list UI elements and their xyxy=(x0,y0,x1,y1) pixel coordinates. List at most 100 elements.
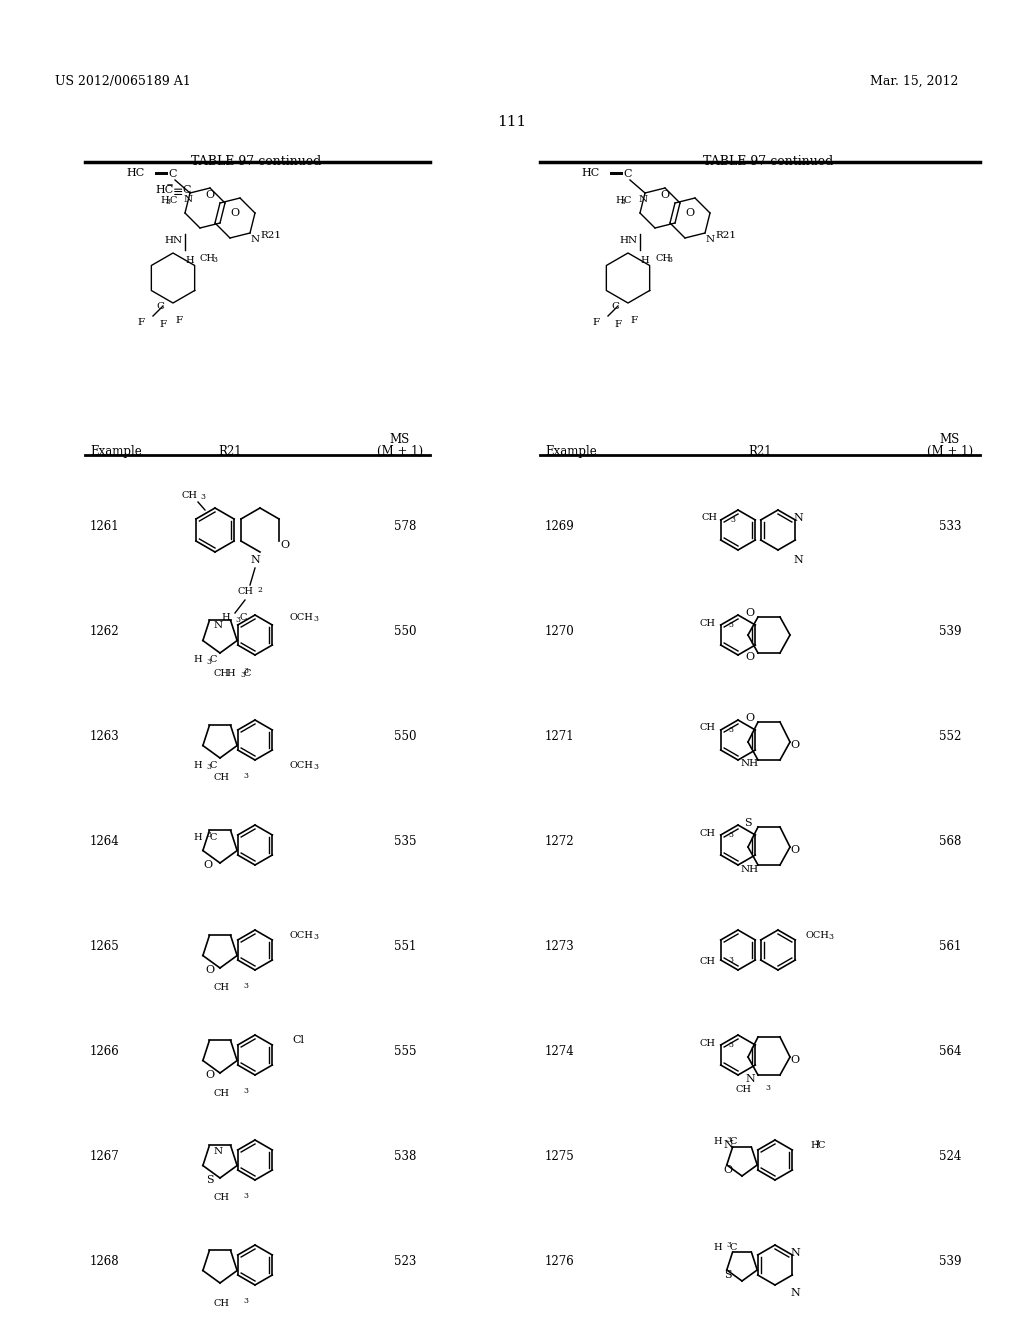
Text: O: O xyxy=(745,713,755,723)
Text: 3: 3 xyxy=(243,1192,248,1200)
Text: 3: 3 xyxy=(243,772,248,780)
Text: 533: 533 xyxy=(939,520,962,533)
Text: 111: 111 xyxy=(498,115,526,129)
Text: CH: CH xyxy=(655,253,671,263)
Text: H: H xyxy=(714,1138,722,1147)
Text: CH: CH xyxy=(182,491,198,499)
Text: 1269: 1269 xyxy=(545,520,574,533)
Text: CH: CH xyxy=(699,723,715,733)
Text: 1274: 1274 xyxy=(545,1045,574,1059)
Text: OCH: OCH xyxy=(805,931,828,940)
Text: 1265: 1265 xyxy=(90,940,120,953)
Text: $\!\equiv$: $\!\equiv$ xyxy=(172,185,183,198)
Text: 3: 3 xyxy=(243,1298,248,1305)
Text: H: H xyxy=(185,256,195,265)
Text: 550: 550 xyxy=(394,730,416,743)
Text: 3: 3 xyxy=(728,832,733,840)
Text: MS: MS xyxy=(940,433,961,446)
Text: TABLE 97-continued: TABLE 97-continued xyxy=(190,154,322,168)
Text: C: C xyxy=(169,195,176,205)
Text: OCH: OCH xyxy=(290,612,314,622)
Text: CH: CH xyxy=(214,1089,230,1097)
Text: O: O xyxy=(206,1071,215,1080)
Text: CH: CH xyxy=(214,1299,230,1308)
Text: H: H xyxy=(194,760,202,770)
Text: 3: 3 xyxy=(728,1041,733,1049)
Text: 3: 3 xyxy=(728,956,733,964)
Text: N: N xyxy=(638,195,647,205)
Text: 552: 552 xyxy=(939,730,962,743)
Text: 568: 568 xyxy=(939,836,962,847)
Text: TABLE 97-continued: TABLE 97-continued xyxy=(702,154,834,168)
Text: CH: CH xyxy=(736,1085,752,1094)
Text: H: H xyxy=(194,833,202,842)
Text: 1271: 1271 xyxy=(545,730,574,743)
Text: 1270: 1270 xyxy=(545,624,574,638)
Text: O: O xyxy=(204,861,213,870)
Text: OCH: OCH xyxy=(290,760,314,770)
Text: C: C xyxy=(240,614,248,623)
Text: NH: NH xyxy=(741,865,759,874)
Text: 1262: 1262 xyxy=(90,624,120,638)
Text: (M + 1): (M + 1) xyxy=(927,445,973,458)
Text: HC: HC xyxy=(127,168,145,178)
Text: 524: 524 xyxy=(939,1150,962,1163)
Text: O: O xyxy=(745,652,755,663)
Text: N: N xyxy=(794,554,803,565)
Text: 3: 3 xyxy=(726,1137,731,1144)
Text: N: N xyxy=(250,554,260,565)
Text: CH: CH xyxy=(701,513,717,523)
Text: 3: 3 xyxy=(728,726,733,734)
Text: CH: CH xyxy=(699,1039,715,1048)
Text: 1268: 1268 xyxy=(90,1255,120,1269)
Text: C: C xyxy=(210,833,217,842)
Text: C: C xyxy=(168,169,176,180)
Text: C: C xyxy=(210,656,217,664)
Text: 3: 3 xyxy=(206,657,211,667)
Text: 3: 3 xyxy=(667,256,672,264)
Text: 3: 3 xyxy=(313,763,318,771)
Text: HN: HN xyxy=(620,236,638,246)
Text: N: N xyxy=(723,1140,733,1150)
Text: O: O xyxy=(206,190,215,201)
Text: 3: 3 xyxy=(243,982,248,990)
Text: 551: 551 xyxy=(394,940,416,953)
Text: O: O xyxy=(281,540,290,550)
Text: N: N xyxy=(213,620,222,630)
Text: H: H xyxy=(160,195,169,205)
Text: 3: 3 xyxy=(728,620,733,630)
Text: O: O xyxy=(745,609,755,618)
Text: C: C xyxy=(624,195,632,205)
Text: 550: 550 xyxy=(394,624,416,638)
Text: O: O xyxy=(660,190,670,201)
Text: N: N xyxy=(251,235,260,244)
Text: 3: 3 xyxy=(212,256,217,264)
Text: 555: 555 xyxy=(394,1045,416,1059)
Text: 538: 538 xyxy=(394,1150,416,1163)
Text: 564: 564 xyxy=(939,1045,962,1059)
Text: R21: R21 xyxy=(749,445,772,458)
Text: CH: CH xyxy=(699,957,715,966)
Text: 578: 578 xyxy=(394,520,416,533)
Text: 1261: 1261 xyxy=(90,520,120,533)
Text: Cl: Cl xyxy=(292,1035,304,1045)
Text: H: H xyxy=(810,1140,818,1150)
Text: HC: HC xyxy=(155,185,173,195)
Text: CH: CH xyxy=(214,983,230,993)
Text: 1263: 1263 xyxy=(90,730,120,743)
Text: S: S xyxy=(724,1270,732,1280)
Text: N: N xyxy=(183,195,193,205)
Text: C: C xyxy=(156,302,164,312)
Text: 3: 3 xyxy=(243,667,248,675)
Text: O: O xyxy=(206,965,215,975)
Text: N: N xyxy=(794,513,803,523)
Text: OCH: OCH xyxy=(290,931,314,940)
Text: 523: 523 xyxy=(394,1255,416,1269)
Text: HN: HN xyxy=(165,236,183,246)
Text: C: C xyxy=(623,169,632,180)
Text: 3: 3 xyxy=(814,1139,819,1147)
Text: N: N xyxy=(213,1147,222,1156)
Text: R21: R21 xyxy=(715,231,736,240)
Text: F: F xyxy=(138,318,145,327)
Text: Mar. 15, 2012: Mar. 15, 2012 xyxy=(870,75,958,88)
